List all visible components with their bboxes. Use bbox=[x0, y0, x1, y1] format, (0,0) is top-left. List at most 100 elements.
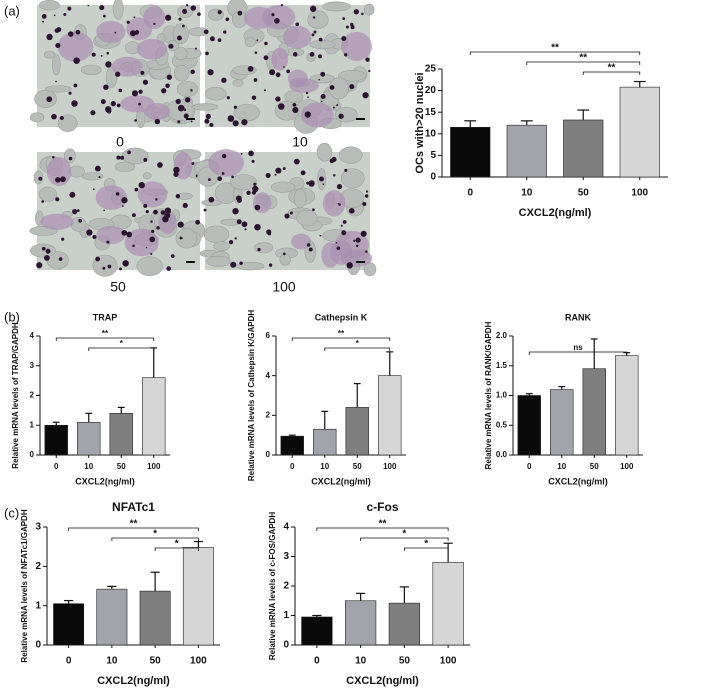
cell bbox=[334, 106, 358, 123]
stain bbox=[55, 80, 57, 83]
stain bbox=[331, 156, 337, 162]
stain bbox=[349, 84, 355, 90]
cell bbox=[254, 242, 274, 254]
stain bbox=[60, 176, 66, 183]
stain bbox=[361, 12, 364, 16]
bar bbox=[77, 421, 101, 456]
stain bbox=[253, 78, 258, 82]
stain bbox=[190, 89, 193, 92]
stain bbox=[208, 196, 215, 203]
cell bbox=[121, 147, 149, 165]
osteoclast bbox=[322, 190, 346, 217]
stain bbox=[264, 41, 268, 46]
stain bbox=[134, 30, 140, 35]
significance-label: * bbox=[120, 339, 124, 348]
x-tick-label: 0 bbox=[527, 462, 532, 471]
y-tick-label: 2.0 bbox=[496, 331, 508, 340]
stain bbox=[221, 153, 227, 159]
stain bbox=[45, 248, 51, 254]
stain bbox=[365, 190, 369, 193]
stain bbox=[329, 85, 335, 90]
stain bbox=[149, 236, 156, 243]
stain bbox=[341, 36, 347, 42]
osteoclast bbox=[291, 233, 312, 250]
cell bbox=[363, 3, 375, 16]
x-tick-label: 10 bbox=[320, 462, 329, 471]
stain bbox=[115, 192, 120, 196]
stain bbox=[263, 55, 269, 61]
bar bbox=[619, 86, 660, 178]
stain bbox=[302, 171, 306, 175]
stain bbox=[313, 30, 317, 34]
stain bbox=[177, 104, 185, 112]
y-tick-label: 1.0 bbox=[496, 391, 508, 400]
stain bbox=[120, 155, 125, 160]
y-tick-label: 0 bbox=[430, 172, 436, 183]
osteoclast bbox=[208, 149, 244, 177]
y-tick-label: 3 bbox=[283, 551, 289, 562]
stain bbox=[121, 205, 124, 207]
stain bbox=[166, 266, 172, 271]
cell bbox=[29, 112, 45, 123]
stain bbox=[350, 25, 355, 30]
stain bbox=[183, 113, 189, 119]
cell bbox=[192, 103, 219, 111]
stain bbox=[99, 5, 105, 11]
x-tick-label: 0 bbox=[314, 656, 320, 667]
x-tick-label: 50 bbox=[399, 656, 411, 667]
y-tick-label: 2 bbox=[30, 391, 35, 400]
stain bbox=[105, 61, 112, 68]
stain bbox=[209, 36, 215, 42]
stain bbox=[184, 97, 191, 103]
stain bbox=[236, 197, 242, 203]
significance-label: * bbox=[356, 339, 360, 348]
stain bbox=[173, 166, 180, 174]
stain bbox=[221, 172, 225, 175]
cell bbox=[70, 216, 87, 232]
stain bbox=[239, 261, 243, 265]
bar bbox=[517, 395, 541, 456]
stain bbox=[233, 105, 238, 109]
stain bbox=[248, 150, 254, 157]
x-tick-label: 100 bbox=[383, 462, 397, 471]
y-tick-label: 0 bbox=[35, 640, 41, 651]
bar bbox=[582, 368, 606, 456]
stain bbox=[266, 229, 272, 235]
stain bbox=[100, 54, 103, 57]
stain bbox=[292, 52, 298, 57]
stain bbox=[41, 14, 47, 19]
stain bbox=[177, 120, 181, 124]
panel-label: (b) bbox=[4, 309, 20, 324]
stain bbox=[263, 89, 266, 92]
stain bbox=[134, 119, 137, 122]
significance-bracket bbox=[403, 547, 449, 551]
stain bbox=[310, 5, 317, 12]
chart-title: NFATc1 bbox=[112, 500, 155, 514]
stain bbox=[41, 246, 46, 251]
stain bbox=[42, 20, 45, 23]
y-tick-label: 0 bbox=[30, 450, 35, 459]
bar bbox=[301, 616, 333, 646]
y-tick-label: 0 bbox=[283, 640, 289, 651]
y-tick-label: 10 bbox=[425, 128, 437, 139]
cell bbox=[338, 70, 366, 82]
significance-bracket bbox=[360, 537, 449, 541]
bar bbox=[109, 413, 133, 456]
y-tick-label: 1 bbox=[283, 610, 289, 621]
stain bbox=[138, 89, 143, 94]
cell bbox=[293, 188, 307, 209]
stain bbox=[162, 215, 169, 223]
stain bbox=[116, 103, 121, 108]
stain bbox=[227, 115, 235, 122]
stain bbox=[348, 207, 355, 214]
cell bbox=[270, 181, 296, 193]
significance-label: ** bbox=[379, 519, 387, 530]
stain bbox=[59, 115, 64, 120]
stain bbox=[150, 220, 153, 223]
x-tick-label: 0 bbox=[290, 462, 295, 471]
stain bbox=[131, 90, 139, 97]
stain bbox=[155, 198, 158, 201]
y-axis-label: Relative mRNA levels of NFATc1/GAPDH bbox=[20, 509, 29, 662]
stain bbox=[71, 100, 78, 107]
